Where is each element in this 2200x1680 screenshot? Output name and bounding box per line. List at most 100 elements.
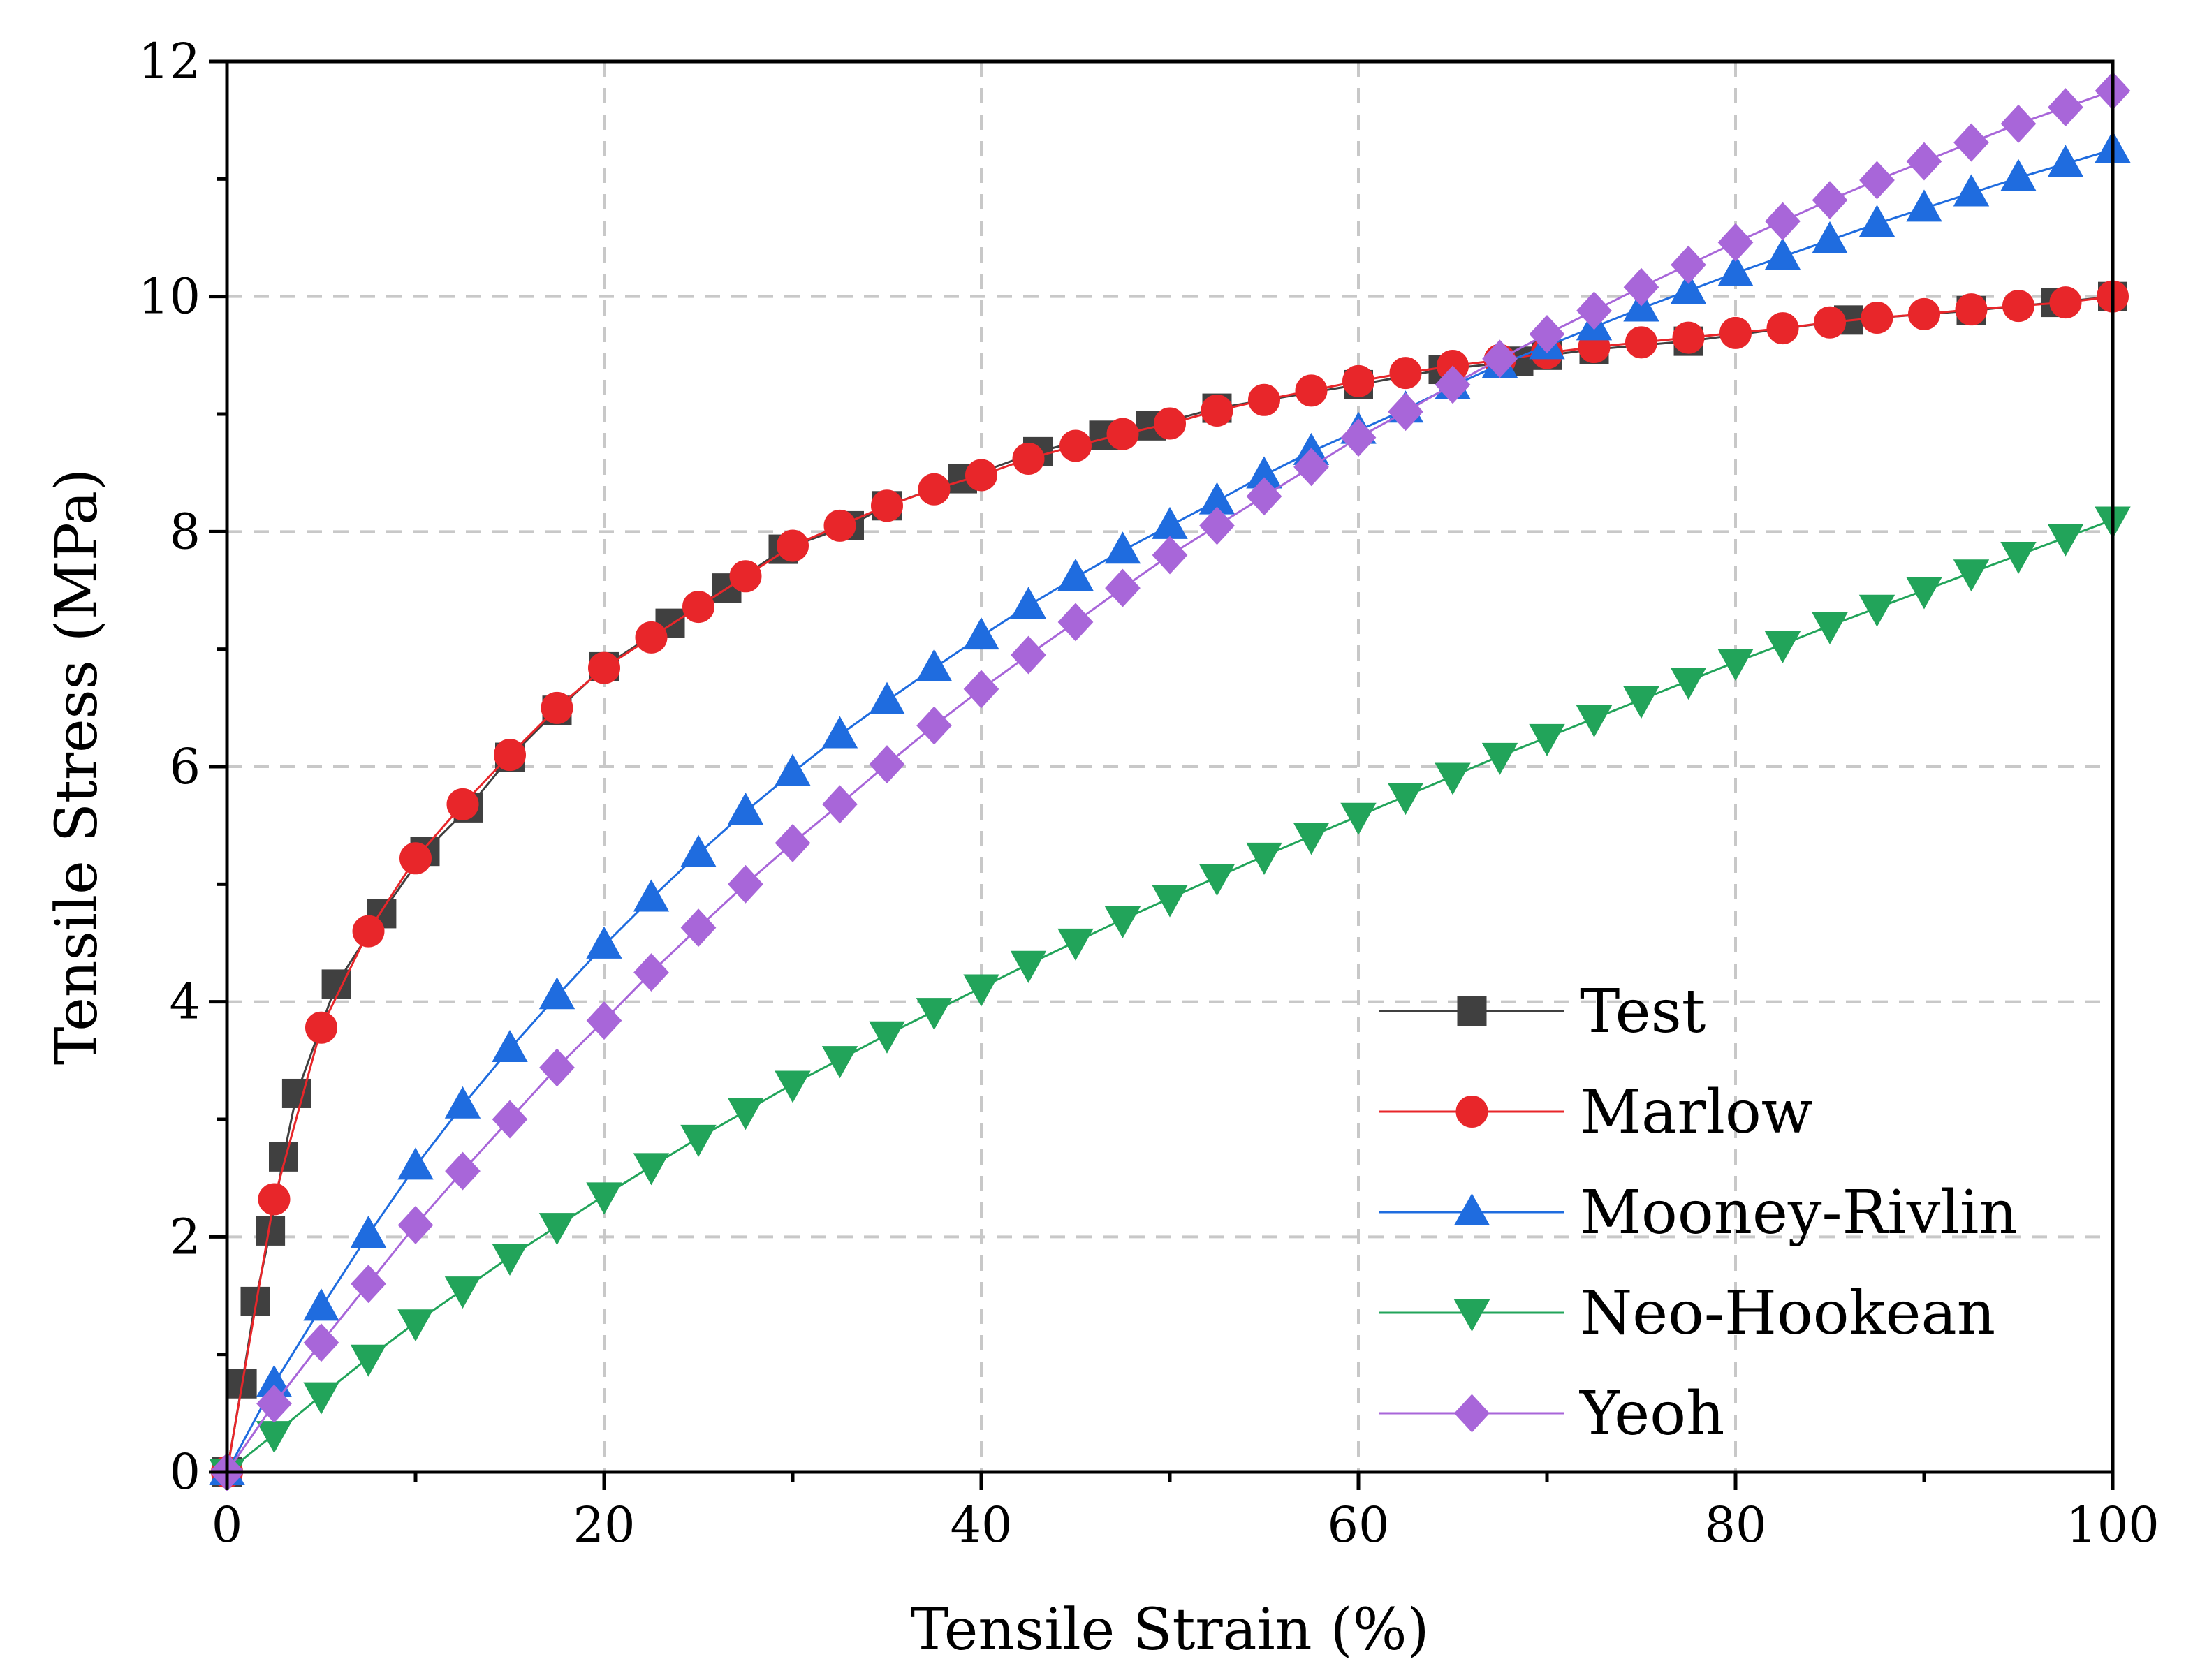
data-point-marlow (1766, 312, 1799, 345)
data-point-neo-hookean (1953, 559, 1990, 592)
data-point-neo-hookean (1340, 802, 1377, 835)
ticks: 0 20 40 60 80 100 0 2 4 6 8 10 12 (138, 33, 2159, 1554)
data-point-neo-hookean (1435, 762, 1471, 795)
data-point-yeoh (1293, 448, 1329, 487)
data-point-mooney-rivlin (727, 792, 764, 825)
data-point-neo-hookean (2000, 542, 2037, 575)
x-tick-label: 80 (1704, 1496, 1766, 1554)
legend-marker-mooney-rivlin (1453, 1193, 1490, 1225)
data-point-yeoh (822, 785, 858, 824)
y-tick-label: 8 (169, 503, 200, 560)
data-point-mooney-rivlin (680, 834, 717, 867)
series-neo-hookean (209, 506, 2131, 1491)
data-point-marlow (1342, 364, 1374, 397)
data-point-yeoh (2000, 104, 2037, 143)
data-point-neo-hookean (1529, 723, 1565, 756)
data-point-neo-hookean (1198, 864, 1235, 897)
data-point-marlow (1908, 297, 1940, 330)
data-point-neo-hookean (1576, 705, 1613, 738)
data-point-neo-hookean (256, 1421, 293, 1454)
data-point-mooney-rivlin (444, 1086, 481, 1119)
data-point-marlow (1295, 374, 1328, 407)
data-point-yeoh (1482, 339, 1518, 378)
legend-marker-marlow (1455, 1096, 1488, 1128)
data-point-neo-hookean (633, 1153, 670, 1186)
data-point-yeoh (2048, 88, 2083, 127)
data-point-yeoh (303, 1323, 339, 1362)
legend-label-neo-hookean: Neo-Hookean (1580, 1279, 1995, 1348)
data-point-yeoh (539, 1048, 575, 1087)
data-point-yeoh (256, 1384, 292, 1423)
series-mooney-rivlin (209, 131, 2131, 1485)
data-point-neo-hookean (1387, 783, 1424, 816)
data-point-neo-hookean (2047, 524, 2084, 557)
data-point-yeoh (1388, 392, 1423, 432)
data-point-marlow (258, 1183, 291, 1216)
legend: Test Marlow Mooney-Rivlin Neo-Hookean Yeoh (1379, 977, 2018, 1449)
data-point-marlow (1672, 321, 1705, 354)
y-axis-title: Tensile Stress (MPa) (44, 469, 110, 1065)
data-point-yeoh (1435, 365, 1471, 404)
data-point-yeoh (1246, 477, 1282, 516)
legend-label-marlow: Marlow (1580, 1077, 1812, 1147)
data-point-neo-hookean (350, 1344, 387, 1377)
data-point-mooney-rivlin (1010, 587, 1047, 619)
data-point-yeoh (680, 908, 717, 948)
data-point-marlow (2049, 286, 2082, 319)
data-point-yeoh (1953, 123, 1989, 162)
data-point-neo-hookean (586, 1182, 622, 1215)
data-point-marlow (965, 459, 997, 492)
data-point-neo-hookean (303, 1382, 339, 1415)
data-point-neo-hookean (1104, 906, 1141, 938)
data-point-yeoh (1859, 161, 1895, 200)
legend-item-yeoh: Yeoh (1379, 1379, 1724, 1449)
data-point-marlow (1814, 306, 1846, 339)
data-point-mooney-rivlin (775, 753, 811, 786)
legend-item-mooney-rivlin: Mooney-Rivlin (1379, 1178, 2018, 1248)
data-point-mooney-rivlin (1858, 205, 1895, 237)
data-point-yeoh (1057, 603, 1094, 642)
data-point-mooney-rivlin (633, 879, 670, 912)
data-point-mooney-rivlin (1812, 221, 1848, 253)
data-point-neo-hookean (1010, 950, 1047, 983)
legend-label-mooney-rivlin: Mooney-Rivlin (1580, 1178, 2018, 1248)
data-point-marlow (1955, 293, 1988, 326)
data-point-yeoh (728, 864, 763, 904)
data-point-neo-hookean (680, 1124, 717, 1157)
data-point-marlow (588, 651, 620, 684)
data-point-mooney-rivlin (1057, 558, 1094, 591)
data-point-neo-hookean (1293, 823, 1330, 855)
data-point-mooney-rivlin (1764, 237, 1801, 270)
legend-label-yeoh: Yeoh (1579, 1379, 1724, 1449)
x-tick-label: 40 (950, 1496, 1012, 1554)
data-point-neo-hookean (1764, 631, 1801, 663)
data-point-mooney-rivlin (869, 681, 905, 714)
data-point-yeoh (1152, 536, 1188, 575)
data-point-marlow (823, 509, 856, 542)
data-point-mooney-rivlin (916, 649, 953, 681)
data-point-yeoh (1576, 291, 1612, 330)
data-point-yeoh (869, 745, 905, 784)
legend-item-neo-hookean: Neo-Hookean (1379, 1279, 1995, 1348)
data-point-neo-hookean (492, 1243, 528, 1276)
x-tick-label: 60 (1327, 1496, 1389, 1554)
data-point-neo-hookean (1670, 668, 1707, 700)
data-point-yeoh (397, 1206, 434, 1244)
data-point-marlow (541, 691, 573, 724)
data-point-marlow (918, 473, 951, 506)
data-point-mooney-rivlin (2000, 159, 2037, 191)
data-point-neo-hookean (1481, 742, 1518, 775)
data-point-mooney-rivlin (1104, 531, 1141, 564)
data-point-neo-hookean (775, 1070, 811, 1103)
data-point-marlow (494, 739, 526, 772)
data-point-marlow (399, 842, 432, 875)
data-point-yeoh (1671, 245, 1706, 284)
data-point-yeoh (1105, 568, 1141, 607)
data-point-mooney-rivlin (821, 716, 858, 749)
data-point-neo-hookean (444, 1276, 481, 1309)
data-point-neo-hookean (869, 1021, 905, 1054)
series-yeoh (209, 71, 2131, 1491)
legend-label-test: Test (1580, 977, 1706, 1047)
data-point-marlow (1154, 407, 1186, 440)
